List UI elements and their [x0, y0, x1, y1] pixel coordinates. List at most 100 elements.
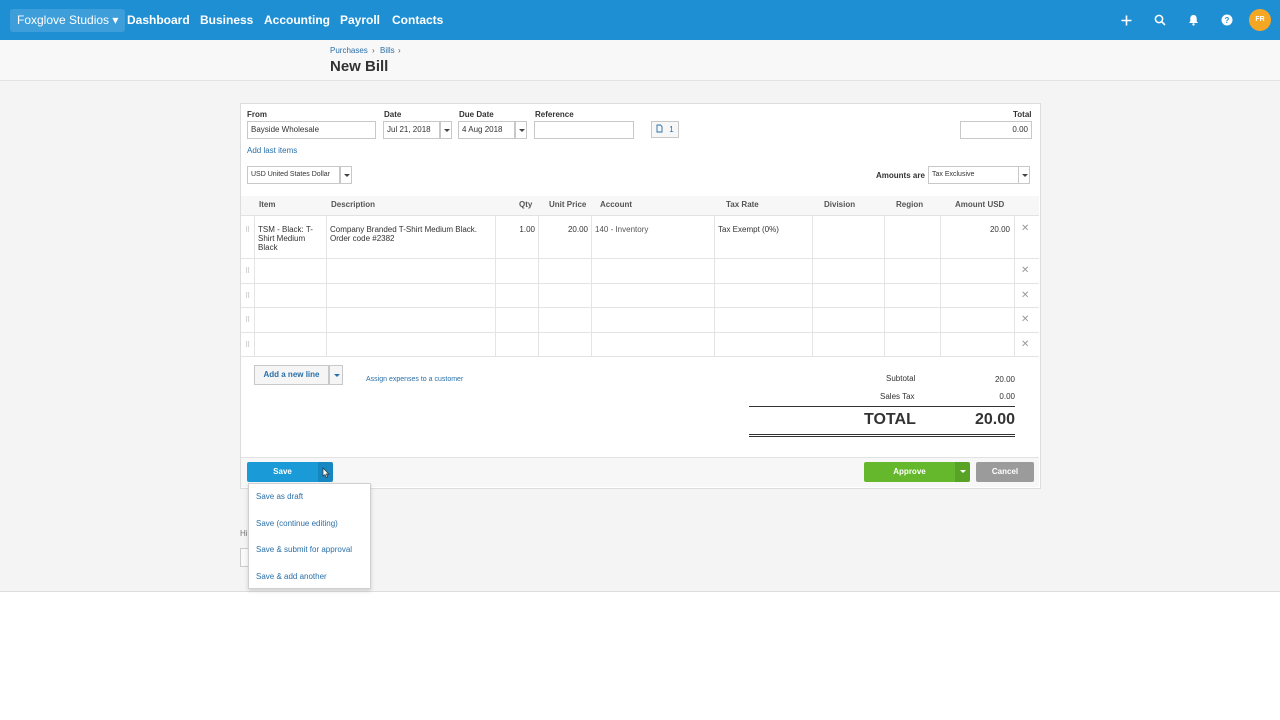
- delete-row-icon[interactable]: ✕: [1021, 290, 1030, 301]
- drag-handle-icon[interactable]: ⠿: [245, 342, 251, 349]
- add-line-options-button[interactable]: [329, 365, 343, 385]
- from-label: From: [247, 110, 267, 119]
- column-divider: [254, 216, 255, 357]
- column-account: Account: [600, 200, 632, 209]
- nav-dashboard[interactable]: Dashboard: [127, 13, 190, 27]
- caret-down-icon: ▾: [112, 13, 119, 27]
- assign-expenses-link[interactable]: Assign expenses to a customer: [366, 376, 464, 383]
- sales-tax-value: 0.00: [999, 392, 1015, 401]
- table-row: [241, 259, 1039, 284]
- approve-button[interactable]: Approve: [864, 462, 955, 482]
- column-qty: Qty: [519, 200, 533, 209]
- column-item: Item: [259, 200, 276, 209]
- reference-field[interactable]: [534, 121, 634, 139]
- delete-row-icon[interactable]: ✕: [1021, 223, 1030, 234]
- column-tax-rate: Tax Rate: [726, 200, 759, 209]
- drag-handle-icon[interactable]: ⠿: [245, 227, 251, 234]
- column-divider: [812, 216, 813, 357]
- attachments-button[interactable]: 1: [651, 121, 679, 138]
- due-date-label: Due Date: [459, 110, 494, 119]
- approve-options-button[interactable]: [955, 462, 970, 482]
- unit-price-cell[interactable]: 20.00: [567, 225, 588, 234]
- drag-handle-icon[interactable]: ⠿: [245, 317, 251, 324]
- drag-handle-icon[interactable]: ⠿: [245, 293, 251, 300]
- menu-item-save-as-draft[interactable]: Save as draft: [256, 492, 304, 501]
- column-divider: [714, 216, 715, 357]
- pointer-cursor-icon: [322, 467, 330, 478]
- column-amount: Amount USD: [955, 200, 1005, 209]
- totals-divider: [749, 436, 1015, 437]
- from-field[interactable]: Bayside Wholesale: [247, 121, 376, 139]
- description-cell[interactable]: Company Branded T-Shirt Medium Black. Or…: [330, 225, 478, 243]
- subtotal-label: Subtotal: [886, 374, 916, 383]
- tax-rate-cell[interactable]: Tax Exempt (0%): [718, 225, 779, 234]
- bell-icon[interactable]: [1185, 12, 1201, 28]
- menu-item-save-continue-editing[interactable]: Save (continue editing): [256, 519, 338, 528]
- column-divider: [538, 216, 539, 357]
- plus-icon[interactable]: [1118, 12, 1134, 28]
- sales-tax-label: Sales Tax: [880, 392, 915, 401]
- total-label: TOTAL: [864, 411, 916, 428]
- table-row: [241, 333, 1039, 357]
- page-header: Purchases › Bills › New Bill: [0, 40, 1280, 81]
- search-icon[interactable]: [1152, 12, 1168, 28]
- amount-cell[interactable]: 20.00: [989, 225, 1010, 234]
- total-label: Total: [1013, 110, 1032, 119]
- totals-divider: [749, 406, 1015, 407]
- menu-item-save-add-another[interactable]: Save & add another: [256, 572, 327, 581]
- column-divider: [1014, 216, 1015, 357]
- item-cell[interactable]: TSM - Black: T-Shirt Medium Black: [258, 225, 313, 252]
- nav-contacts[interactable]: Contacts: [392, 13, 444, 27]
- column-unit-price: Unit Price: [549, 200, 587, 209]
- save-options-menu: Save as draft Save (continue editing) Sa…: [248, 483, 371, 589]
- column-divider: [591, 216, 592, 357]
- menu-item-save-submit-approval[interactable]: Save & submit for approval: [256, 545, 353, 554]
- total-value: 20.00: [974, 411, 1015, 428]
- date-picker-button[interactable]: [440, 121, 452, 139]
- column-divider: [940, 216, 941, 357]
- column-divider: [326, 216, 327, 357]
- column-region: Region: [896, 200, 924, 209]
- add-new-line-button[interactable]: Add a new line: [254, 365, 329, 385]
- amounts-are-label: Amounts are: [876, 171, 925, 180]
- column-description: Description: [331, 200, 376, 209]
- line-items-header: [241, 196, 1039, 216]
- currency-select[interactable]: USD United States Dollar: [247, 166, 340, 184]
- hidden-button[interactable]: [240, 548, 249, 567]
- due-date-picker-button[interactable]: [515, 121, 527, 139]
- total-field: 0.00: [960, 121, 1032, 139]
- due-date-field[interactable]: 4 Aug 2018: [458, 121, 515, 139]
- breadcrumb-purchases[interactable]: Purchases: [330, 46, 368, 55]
- add-last-items-link[interactable]: Add last items: [247, 146, 298, 155]
- column-divider: [495, 216, 496, 357]
- nav-payroll[interactable]: Payroll: [340, 13, 381, 27]
- bill-form-card: [240, 103, 1041, 489]
- organisation-switcher[interactable]: Foxglove Studios ▾: [10, 9, 126, 32]
- account-cell[interactable]: 140 - Inventory: [595, 225, 649, 234]
- amounts-are-dropdown-button[interactable]: [1018, 166, 1030, 184]
- amounts-are-select[interactable]: Tax Exclusive: [928, 166, 1019, 184]
- cancel-button[interactable]: Cancel: [976, 462, 1034, 482]
- currency-dropdown-button[interactable]: [340, 166, 352, 184]
- drag-handle-icon[interactable]: ⠿: [245, 268, 251, 275]
- breadcrumb-separator: ›: [372, 46, 375, 55]
- subtotal-value: 20.00: [994, 375, 1015, 384]
- date-label: Date: [384, 110, 402, 119]
- breadcrumb-separator: ›: [398, 46, 401, 55]
- nav-accounting[interactable]: Accounting: [264, 13, 330, 27]
- delete-row-icon[interactable]: ✕: [1021, 339, 1030, 350]
- breadcrumb-bills[interactable]: Bills: [380, 46, 395, 55]
- save-button[interactable]: Save: [247, 462, 318, 482]
- column-division: Division: [824, 200, 856, 209]
- table-row: [241, 308, 1039, 333]
- column-divider: [884, 216, 885, 357]
- organisation-name: Foxglove Studios: [17, 13, 110, 27]
- user-avatar[interactable]: FR: [1249, 9, 1271, 31]
- delete-row-icon[interactable]: ✕: [1021, 265, 1030, 276]
- help-icon[interactable]: ?: [1219, 12, 1235, 28]
- qty-cell[interactable]: 1.00: [519, 225, 535, 234]
- nav-business[interactable]: Business: [200, 13, 254, 27]
- date-field[interactable]: Jul 21, 2018: [383, 121, 440, 139]
- save-options-button[interactable]: [318, 462, 333, 482]
- delete-row-icon[interactable]: ✕: [1021, 314, 1030, 325]
